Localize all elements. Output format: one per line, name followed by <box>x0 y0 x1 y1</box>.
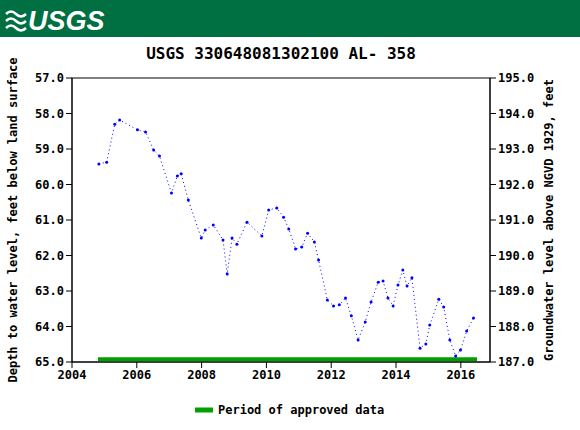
svg-text:2008: 2008 <box>187 368 216 382</box>
svg-text:61.0: 61.0 <box>35 213 64 227</box>
svg-text:57.0: 57.0 <box>35 71 64 85</box>
svg-text:2014: 2014 <box>382 368 411 382</box>
svg-text:65.0: 65.0 <box>35 355 64 369</box>
svg-text:58.0: 58.0 <box>35 107 64 121</box>
svg-text:64.0: 64.0 <box>35 320 64 334</box>
svg-text:192.0: 192.0 <box>498 178 534 192</box>
svg-text:2012: 2012 <box>317 368 346 382</box>
svg-text:188.0: 188.0 <box>498 320 534 334</box>
svg-text:2006: 2006 <box>122 368 151 382</box>
svg-text:187.0: 187.0 <box>498 355 534 369</box>
svg-text:USGS: USGS <box>28 6 105 36</box>
svg-text:Depth to water level, feet bel: Depth to water level, feet below land su… <box>8 57 20 382</box>
svg-text:190.0: 190.0 <box>498 249 534 263</box>
svg-text:Groundwater level above NGVD 1: Groundwater level above NGVD 1929, feet <box>542 79 556 361</box>
svg-text:USGS 330648081302100 AL- 358: USGS 330648081302100 AL- 358 <box>146 44 416 63</box>
svg-text:194.0: 194.0 <box>498 107 534 121</box>
svg-text:2004: 2004 <box>58 368 87 382</box>
svg-text:2010: 2010 <box>252 368 281 382</box>
svg-text:195.0: 195.0 <box>498 71 534 85</box>
svg-text:2016: 2016 <box>446 368 475 382</box>
svg-text:193.0: 193.0 <box>498 142 534 156</box>
svg-text:60.0: 60.0 <box>35 178 64 192</box>
svg-text:191.0: 191.0 <box>498 213 534 227</box>
svg-text:189.0: 189.0 <box>498 284 534 298</box>
svg-text:Period of approved data: Period of approved data <box>218 403 384 417</box>
svg-text:59.0: 59.0 <box>35 142 64 156</box>
svg-text:63.0: 63.0 <box>35 284 64 298</box>
svg-text:62.0: 62.0 <box>35 249 64 263</box>
